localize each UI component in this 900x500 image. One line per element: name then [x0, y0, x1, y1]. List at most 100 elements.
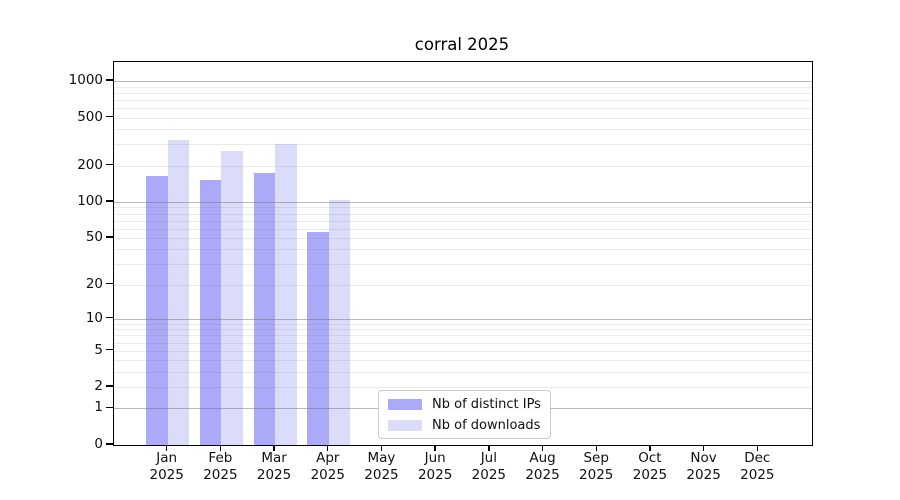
y-axis-tick-label: 100 [77, 192, 103, 209]
grid-line-minor [114, 108, 812, 110]
y-axis-tick [106, 79, 113, 81]
x-axis-tick-label: Feb 2025 [190, 450, 250, 483]
bar-nb-of-distinct-ips-apr [307, 232, 329, 445]
grid-line-minor [114, 371, 812, 373]
x-label-year: 2025 [256, 466, 292, 483]
grid-line-minor [114, 92, 812, 94]
bar-nb-of-downloads-jan [167, 139, 190, 445]
x-axis-tick [649, 445, 651, 451]
x-label-year: 2025 [686, 466, 721, 483]
y-axis-tick-label: 200 [77, 156, 103, 173]
x-label-month: Jan [156, 450, 178, 466]
grid-line-minor [114, 284, 812, 286]
y-axis-tick [106, 406, 113, 409]
grid-line-minor [114, 213, 812, 215]
legend-label-distinct-ips: Nb of distinct IPs [432, 396, 541, 412]
x-axis-tick-label: Jun 2025 [405, 450, 465, 483]
x-label-month: Feb [208, 450, 233, 466]
x-axis-tick [165, 445, 168, 451]
y-axis-tick [106, 385, 113, 387]
grid-line-minor [114, 165, 812, 167]
x-label-month: Jul [480, 450, 497, 466]
x-axis-tick-label: Apr 2025 [298, 450, 358, 483]
y-axis-tick-label: 20 [85, 275, 103, 292]
grid-line-minor [114, 342, 812, 344]
x-label-year: 2025 [417, 466, 453, 483]
x-label-month: Dec [744, 450, 771, 466]
grid-line-minor [114, 86, 812, 88]
grid-line-minor [114, 220, 812, 222]
grid-line-major [114, 81, 812, 83]
plot-area [113, 61, 813, 446]
x-label-year: 2025 [579, 466, 614, 483]
y-axis-tick-label: 500 [77, 108, 103, 125]
x-label-month: May [367, 450, 396, 466]
grid-line-minor [114, 117, 812, 119]
x-axis-tick-label: Mar 2025 [244, 450, 304, 483]
legend: Nb of distinct IPs Nb of downloads [378, 390, 551, 439]
grid-line-minor [114, 329, 812, 331]
bar-nb-of-downloads-apr [328, 200, 351, 445]
grid-line-minor [114, 323, 812, 325]
grid-line-minor [114, 249, 812, 251]
x-label-month: Aug [529, 450, 556, 466]
x-axis-tick [380, 445, 383, 451]
bar-nb-of-distinct-ips-feb [199, 180, 222, 445]
x-label-month: Sep [583, 450, 609, 466]
grid-line-major [114, 201, 812, 203]
x-axis-tick-label: Sep 2025 [566, 450, 626, 483]
x-axis-tick-label: Jul 2025 [459, 450, 519, 483]
x-label-year: 2025 [471, 466, 507, 483]
grid-line-minor [114, 144, 812, 146]
bar-nb-of-distinct-ips-jan [146, 175, 168, 445]
legend-swatch-downloads-icon [388, 419, 422, 431]
x-axis-tick [541, 445, 544, 451]
grid-line-minor [114, 264, 812, 266]
legend-item-distinct-ips: Nb of distinct IPs [388, 397, 541, 412]
y-axis-tick-label: 2 [94, 378, 103, 395]
legend-item-downloads: Nb of downloads [388, 418, 541, 433]
x-label-year: 2025 [364, 466, 399, 483]
y-axis-tick [106, 236, 113, 238]
legend-label-downloads: Nb of downloads [432, 417, 541, 433]
bar-nb-of-downloads-feb [221, 151, 243, 445]
x-label-year: 2025 [525, 466, 560, 483]
x-axis-tick [595, 445, 597, 451]
x-label-year: 2025 [149, 466, 184, 483]
x-axis-tick [219, 445, 222, 451]
y-axis-tick [106, 443, 113, 445]
x-axis-tick-label: Oct 2025 [620, 450, 680, 483]
bar-nb-of-distinct-ips-mar [253, 173, 276, 445]
grid-line-minor [114, 360, 812, 362]
x-axis-tick-label: Dec 2025 [727, 450, 787, 483]
grid-line-minor [114, 350, 812, 352]
grid-line-minor [114, 99, 812, 101]
x-label-year: 2025 [740, 466, 775, 483]
bar-nb-of-downloads-mar [275, 144, 297, 445]
x-label-month: Apr [316, 450, 340, 466]
y-axis-tick-label: 0 [94, 436, 103, 452]
x-axis-tick-label: May 2025 [351, 450, 411, 483]
grid-line-major [114, 318, 812, 320]
y-axis-tick-label: 1 [94, 399, 103, 416]
x-label-year: 2025 [203, 466, 238, 483]
y-axis-tick-label: 1000 [68, 72, 103, 89]
y-axis-tick [106, 200, 113, 202]
y-axis-tick-label: 50 [85, 228, 103, 245]
legend-swatch-distinct-ips-icon [388, 398, 422, 410]
y-axis-tick [106, 115, 113, 118]
x-label-month: Oct [638, 450, 662, 466]
x-axis-tick-label: Jan 2025 [137, 450, 197, 483]
grid-line-minor [114, 129, 812, 131]
grid-line-minor [114, 207, 812, 209]
grid-line-minor [114, 387, 812, 389]
x-axis-tick [434, 445, 436, 451]
x-axis-tick [273, 445, 275, 451]
x-axis-tick-label: Nov 2025 [674, 450, 734, 483]
x-axis-tick [327, 445, 329, 451]
x-axis-tick [756, 445, 758, 451]
y-axis-tick [106, 282, 113, 285]
y-axis-tick [106, 317, 113, 319]
y-axis-tick [106, 164, 113, 166]
x-label-year: 2025 [632, 466, 668, 483]
